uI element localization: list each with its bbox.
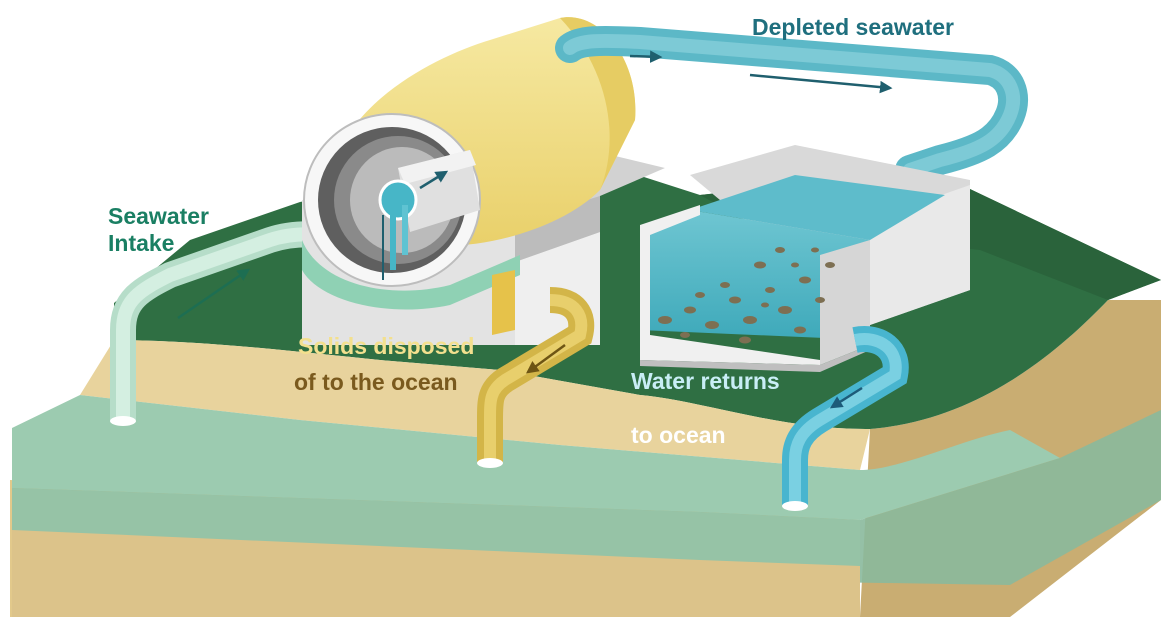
seawater-intake-label: Seawater Intake bbox=[108, 203, 209, 257]
tank-front-wall bbox=[640, 205, 820, 365]
sediment-pebbles bbox=[658, 247, 835, 344]
depleted-flow-arrow-1 bbox=[629, 50, 663, 63]
water-returns-label-line1: Water returns bbox=[631, 368, 780, 394]
depleted-flow-arrow-2 bbox=[749, 73, 893, 94]
water-returns-label-line2: to ocean bbox=[631, 422, 726, 448]
solids-flow-arrow bbox=[525, 343, 566, 374]
settling-tank bbox=[640, 145, 970, 372]
return-flow-arrow bbox=[829, 386, 863, 409]
return-pipe bbox=[782, 326, 909, 511]
drum-flow-arrow bbox=[419, 170, 449, 190]
depleted-seawater-label: Depleted seawater bbox=[752, 14, 954, 40]
depleted-seawater-pipe bbox=[555, 25, 1029, 185]
intake-flow-arrow bbox=[177, 268, 251, 320]
seawater-intake-label-line2: Intake bbox=[108, 230, 175, 256]
solids-pipe bbox=[477, 287, 595, 468]
solids-label-line1: Solids disposed bbox=[298, 333, 475, 359]
seawater-intake-label-line1: Seawater bbox=[108, 203, 210, 229]
beach-sand bbox=[80, 340, 870, 470]
tank-water bbox=[690, 175, 945, 240]
drum-filter-unit bbox=[302, 17, 665, 345]
solids-label-line2: of to the ocean bbox=[294, 369, 458, 395]
